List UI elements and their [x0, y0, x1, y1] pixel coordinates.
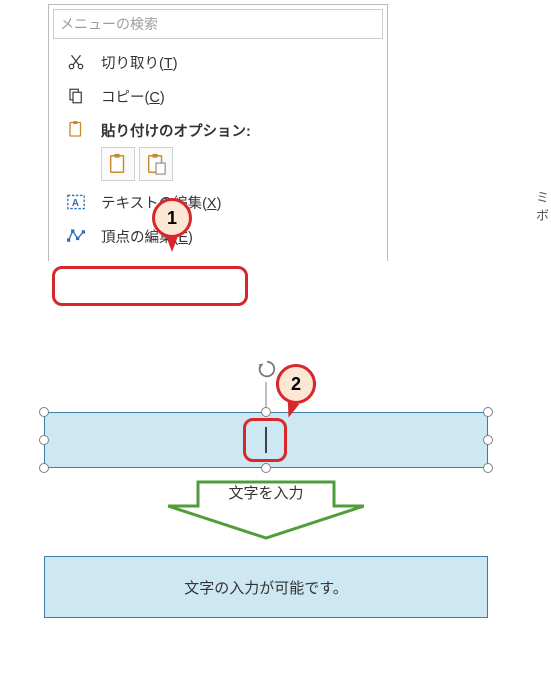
callout-tail-1 [166, 236, 178, 252]
selection-handle[interactable] [39, 435, 49, 445]
side-text-b: ボ [536, 208, 549, 224]
selection-handle[interactable] [39, 407, 49, 417]
menu-item-edit-vertices[interactable]: 頂点の編集(E) [49, 219, 387, 253]
paste-option-2[interactable] [139, 147, 173, 181]
menu-item-label: 切り取り(T) [101, 52, 178, 73]
paste-options-row [49, 147, 387, 185]
menu-search-input[interactable]: メニューの検索 [53, 9, 383, 39]
svg-text:A: A [72, 198, 79, 209]
highlight-box-edit-vertices [52, 266, 248, 306]
annotation-label: 文字を入力 [168, 482, 364, 503]
selection-handle[interactable] [261, 463, 271, 473]
selection-handle[interactable] [483, 407, 493, 417]
callout-badge-2: 2 [276, 364, 316, 404]
cut-icon [65, 51, 87, 73]
menu-item-label: コピー(C) [101, 86, 165, 107]
annotation-down-arrow: 文字を入力 [168, 480, 364, 540]
edit-text-icon: A [65, 191, 87, 213]
context-menu: メニューの検索 切り取り(T) コピー(C) 貼り付 [48, 4, 388, 261]
copy-icon [65, 85, 87, 107]
selection-handle[interactable] [39, 463, 49, 473]
badge-number: 2 [291, 374, 301, 395]
selection-handle[interactable] [483, 435, 493, 445]
selection-handle[interactable] [261, 407, 271, 417]
menu-item-paste-options: 貼り付けのオプション: [49, 113, 387, 147]
badge-number: 1 [167, 208, 177, 229]
callout-badge-1: 1 [152, 198, 192, 238]
selected-shape[interactable] [44, 412, 488, 468]
menu-item-edit-text[interactable]: A テキストの編集(X) [49, 185, 387, 219]
text-cursor [265, 427, 267, 453]
menu-item-copy[interactable]: コピー(C) [49, 79, 387, 113]
paste-icon [65, 119, 87, 141]
result-shape: 文字の入力が可能です。 [44, 556, 488, 618]
menu-item-cut[interactable]: 切り取り(T) [49, 45, 387, 79]
edit-vertices-icon [65, 225, 87, 247]
side-text-a: ミ [536, 190, 549, 206]
rotate-handle-stem [265, 382, 267, 408]
menu-item-label: 貼り付けのオプション: [101, 120, 251, 141]
selection-handle[interactable] [483, 463, 493, 473]
rotate-handle-icon[interactable] [256, 358, 278, 383]
result-shape-text: 文字の入力が可能です。 [184, 577, 348, 598]
paste-option-1[interactable] [101, 147, 135, 181]
